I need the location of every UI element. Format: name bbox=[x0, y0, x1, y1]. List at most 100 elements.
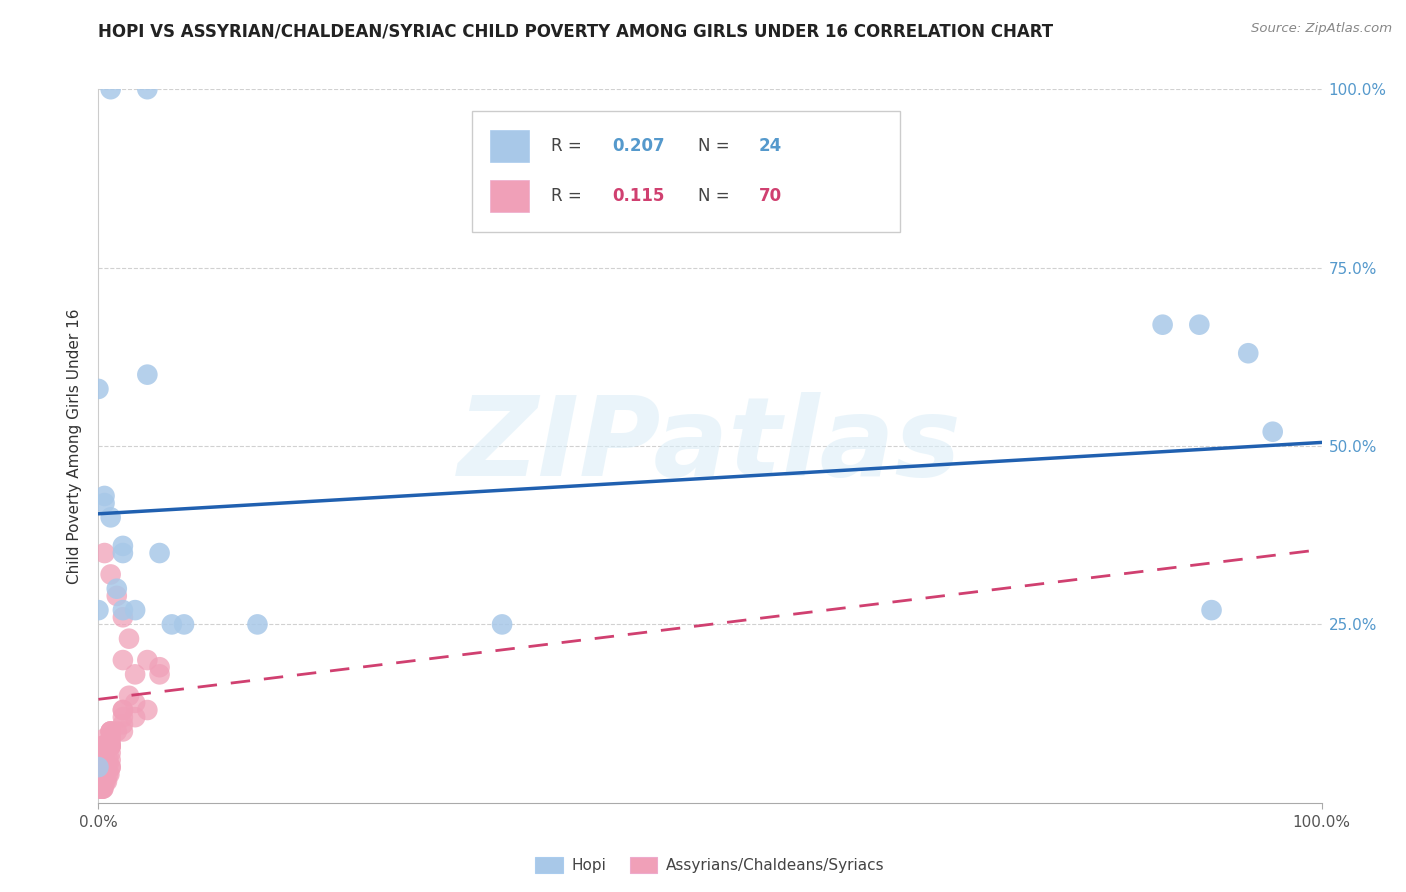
Point bbox=[93, 746, 115, 760]
Point bbox=[91, 774, 114, 789]
Point bbox=[93, 489, 115, 503]
Point bbox=[160, 617, 183, 632]
Point bbox=[1201, 603, 1223, 617]
Point bbox=[491, 617, 513, 632]
Point bbox=[100, 82, 122, 96]
Point bbox=[100, 731, 122, 746]
Point bbox=[90, 781, 112, 796]
Point bbox=[93, 753, 115, 767]
Point bbox=[90, 781, 112, 796]
Point bbox=[111, 603, 134, 617]
Text: 0.115: 0.115 bbox=[612, 187, 665, 205]
Point bbox=[136, 653, 159, 667]
Point bbox=[173, 617, 195, 632]
Point bbox=[118, 632, 141, 646]
Point bbox=[149, 546, 172, 560]
Point bbox=[91, 739, 114, 753]
Point bbox=[105, 724, 128, 739]
Point bbox=[149, 660, 172, 674]
Bar bbox=[489, 180, 529, 212]
Point bbox=[111, 703, 134, 717]
Point bbox=[91, 781, 114, 796]
Text: 0.207: 0.207 bbox=[612, 137, 665, 155]
Point bbox=[91, 746, 114, 760]
Point bbox=[93, 753, 115, 767]
Point bbox=[100, 724, 122, 739]
Point bbox=[91, 746, 114, 760]
Point bbox=[93, 746, 115, 760]
Point bbox=[93, 731, 115, 746]
Point bbox=[111, 546, 134, 560]
Text: HOPI VS ASSYRIAN/CHALDEAN/SYRIAC CHILD POVERTY AMONG GIRLS UNDER 16 CORRELATION : HOPI VS ASSYRIAN/CHALDEAN/SYRIAC CHILD P… bbox=[98, 22, 1053, 40]
Point bbox=[124, 696, 146, 710]
Point bbox=[96, 760, 118, 774]
Point bbox=[105, 582, 128, 596]
Point bbox=[100, 731, 122, 746]
FancyBboxPatch shape bbox=[471, 111, 900, 232]
Point bbox=[91, 739, 114, 753]
Point bbox=[93, 546, 115, 560]
Point bbox=[100, 739, 122, 753]
Point bbox=[100, 510, 122, 524]
Point bbox=[1188, 318, 1211, 332]
Point bbox=[94, 760, 117, 774]
Point bbox=[149, 667, 172, 681]
Point bbox=[100, 753, 122, 767]
Point bbox=[136, 368, 159, 382]
Point bbox=[111, 724, 134, 739]
Point bbox=[91, 767, 114, 781]
Point bbox=[100, 760, 122, 774]
Point bbox=[100, 739, 122, 753]
Point bbox=[87, 603, 110, 617]
Point bbox=[91, 781, 114, 796]
Text: R =: R = bbox=[551, 137, 588, 155]
Point bbox=[100, 739, 122, 753]
Text: R =: R = bbox=[551, 187, 592, 205]
Point bbox=[136, 82, 159, 96]
Point bbox=[1152, 318, 1174, 332]
Point bbox=[93, 753, 115, 767]
Point bbox=[97, 753, 120, 767]
Point bbox=[93, 774, 115, 789]
Text: N =: N = bbox=[697, 187, 735, 205]
Point bbox=[87, 382, 110, 396]
Point bbox=[111, 717, 134, 731]
Point bbox=[89, 767, 111, 781]
Text: 24: 24 bbox=[759, 137, 782, 155]
Point bbox=[87, 760, 110, 774]
Point bbox=[100, 724, 122, 739]
Point bbox=[89, 760, 111, 774]
Point bbox=[111, 653, 134, 667]
Point bbox=[97, 767, 120, 781]
Point bbox=[100, 724, 122, 739]
Point bbox=[90, 753, 112, 767]
Point bbox=[118, 689, 141, 703]
Point bbox=[100, 731, 122, 746]
Point bbox=[111, 710, 134, 724]
Point bbox=[124, 667, 146, 681]
Point bbox=[98, 767, 121, 781]
Text: 70: 70 bbox=[759, 187, 782, 205]
Point bbox=[96, 774, 118, 789]
Point bbox=[105, 589, 128, 603]
Legend: Hopi, Assyrians/Chaldeans/Syriacs: Hopi, Assyrians/Chaldeans/Syriacs bbox=[527, 849, 893, 880]
Point bbox=[91, 767, 114, 781]
Point bbox=[91, 774, 114, 789]
Point bbox=[136, 703, 159, 717]
Point bbox=[100, 760, 122, 774]
Point bbox=[90, 781, 112, 796]
Point bbox=[91, 781, 114, 796]
Point bbox=[94, 774, 117, 789]
Point bbox=[111, 610, 134, 624]
Text: N =: N = bbox=[697, 137, 735, 155]
Point bbox=[90, 753, 112, 767]
Point bbox=[91, 781, 114, 796]
Y-axis label: Child Poverty Among Girls Under 16: Child Poverty Among Girls Under 16 bbox=[67, 309, 83, 583]
Text: ZIPatlas: ZIPatlas bbox=[458, 392, 962, 500]
Bar bbox=[489, 130, 529, 162]
Point bbox=[100, 739, 122, 753]
Point bbox=[246, 617, 269, 632]
Point bbox=[91, 774, 114, 789]
Point bbox=[124, 603, 146, 617]
Point bbox=[93, 496, 115, 510]
